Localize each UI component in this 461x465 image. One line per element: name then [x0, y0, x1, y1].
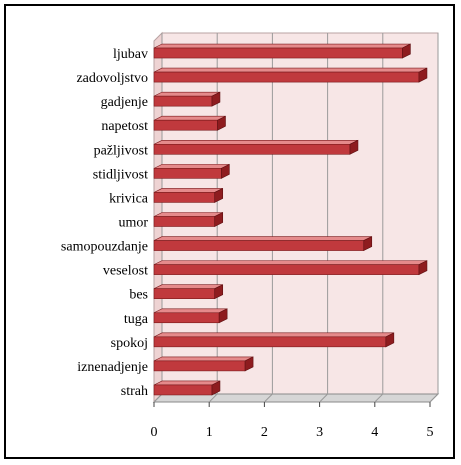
bar-front-face — [153, 288, 216, 300]
gridline-floor — [429, 393, 439, 403]
bar-top-face — [153, 164, 230, 169]
bar-top-face — [153, 332, 394, 338]
category-label: stidljivost — [93, 167, 148, 182]
bar — [153, 67, 428, 83]
bar-front-face — [153, 264, 420, 275]
category-label: pažljivost — [94, 143, 149, 158]
category-label: bes — [129, 288, 148, 303]
bar-end-face — [349, 139, 359, 155]
bar — [153, 308, 228, 324]
bar-end-face — [214, 284, 224, 300]
bar — [153, 212, 224, 227]
bar-front-face — [153, 71, 420, 83]
bar — [153, 91, 221, 107]
bar — [153, 115, 226, 131]
category-label: umor — [118, 216, 148, 231]
bar — [153, 236, 373, 252]
bar-end-face — [218, 308, 228, 324]
gridline-floor — [264, 393, 273, 403]
bar — [153, 356, 254, 372]
bar-top-face — [153, 212, 223, 217]
bar-end-face — [363, 236, 373, 252]
x-tick-label: 1 — [206, 425, 213, 440]
bar-front-face — [153, 119, 218, 131]
chart-frame: ljubav zadovoljstvo gadjenje napetost pažlji… — [4, 4, 455, 459]
bar-top-face — [153, 380, 221, 386]
bar-end-face — [214, 187, 224, 203]
bar-front-face — [153, 168, 222, 179]
bar-end-face — [244, 356, 254, 372]
x-tick-label: 4 — [371, 425, 378, 440]
bar-top-face — [153, 140, 359, 145]
bar-top-face — [153, 115, 226, 121]
bar — [153, 260, 428, 276]
x-tick-label: 3 — [316, 425, 323, 440]
bar-top-face — [153, 188, 223, 193]
bar-chart: ljubav zadovoljstvo gadjenje napetost pažlji… — [61, 31, 440, 440]
bar-end-face — [211, 91, 221, 107]
x-tick-label: 2 — [261, 425, 268, 440]
bar — [153, 284, 224, 300]
bar-front-face — [153, 192, 216, 203]
category-label: ljubav — [113, 47, 148, 62]
gridline-floor — [208, 393, 218, 403]
bar-top-face — [153, 43, 411, 49]
bar-front-face — [153, 95, 213, 107]
category-label: tuga — [124, 312, 149, 327]
bar-top-face — [153, 356, 254, 362]
bar-top-face — [153, 260, 428, 265]
x-tick-label: 5 — [427, 425, 434, 440]
bar-end-face — [385, 332, 395, 348]
category-label: gadjenje — [101, 95, 148, 110]
bar — [153, 187, 224, 203]
bar — [153, 332, 395, 348]
bar — [153, 163, 230, 179]
category-label: veselost — [103, 264, 148, 279]
gridline-floor — [374, 393, 384, 403]
bar — [153, 139, 359, 155]
bar-end-face — [214, 212, 224, 227]
bar-top-face — [153, 91, 221, 97]
bar-front-face — [153, 336, 387, 348]
bar-front-face — [153, 384, 213, 396]
bar-top-face — [153, 308, 228, 314]
bar-end-face — [217, 115, 226, 131]
category-label: iznenadjenje — [77, 360, 148, 375]
bar — [153, 380, 221, 396]
bar — [153, 43, 411, 59]
bar-front-face — [153, 216, 216, 227]
gridline-floor — [319, 393, 328, 403]
bar-front-face — [153, 360, 246, 372]
bar-front-face — [153, 240, 365, 251]
bar-end-face — [418, 67, 428, 83]
category-label: strah — [121, 384, 148, 399]
bar-top-face — [153, 236, 372, 241]
category-label: napetost — [101, 119, 148, 134]
bar-end-face — [402, 43, 411, 59]
bar-front-face — [153, 144, 351, 155]
bar-front-face — [153, 312, 220, 324]
bar-top-face — [153, 67, 428, 73]
category-label: krivica — [109, 191, 149, 206]
bar-end-face — [221, 163, 230, 179]
bar-end-face — [418, 260, 428, 276]
bar-end-face — [211, 380, 221, 396]
bar-front-face — [153, 47, 403, 59]
category-label: spokoj — [111, 336, 148, 351]
bar-top-face — [153, 284, 223, 290]
category-label: samopouzdanje — [61, 240, 148, 255]
category-label: zadovoljstvo — [76, 71, 148, 86]
x-tick-label: 0 — [151, 425, 158, 440]
gridline-floor — [153, 393, 163, 403]
